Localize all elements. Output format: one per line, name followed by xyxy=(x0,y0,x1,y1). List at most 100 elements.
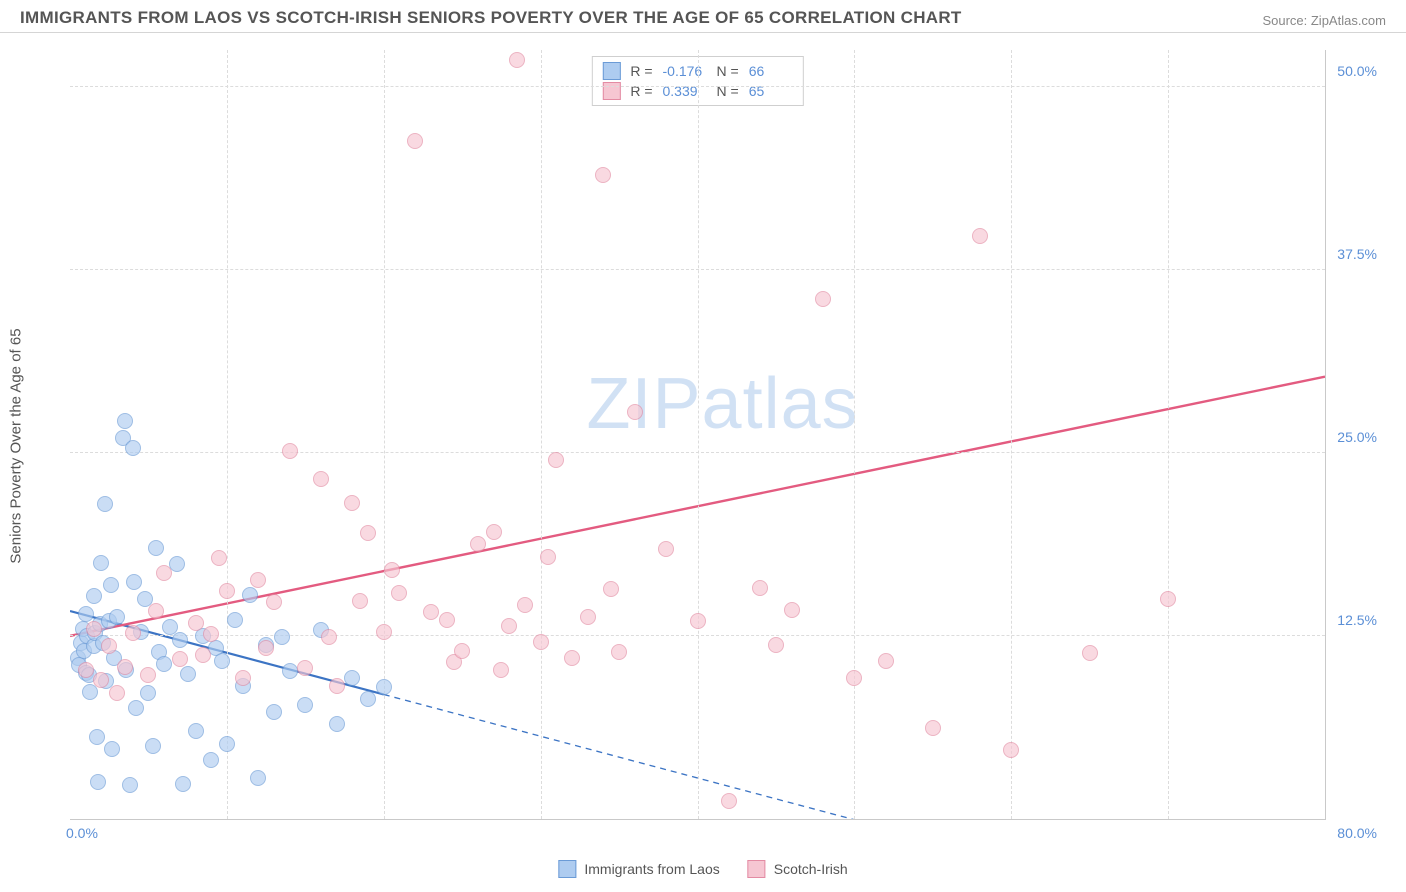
scatter-point xyxy=(89,729,105,745)
scatter-point xyxy=(344,495,360,511)
scatter-point xyxy=(126,574,142,590)
scatter-point xyxy=(407,133,423,149)
scatter-point xyxy=(1003,742,1019,758)
scatter-point xyxy=(180,666,196,682)
scatter-point xyxy=(103,577,119,593)
source-attribution: Source: ZipAtlas.com xyxy=(1262,13,1386,28)
x-tick-label: 0.0% xyxy=(66,825,98,841)
gridline-v xyxy=(1168,50,1169,819)
watermark-part2: atlas xyxy=(702,364,859,444)
scatter-point xyxy=(423,604,439,620)
y-tick-label: 37.5% xyxy=(1337,246,1377,262)
scatter-point xyxy=(297,660,313,676)
y-tick-label: 50.0% xyxy=(1337,63,1377,79)
x-tick-label: 80.0% xyxy=(1337,825,1377,841)
watermark-part1: ZIP xyxy=(587,364,702,444)
scatter-point xyxy=(439,612,455,628)
scatter-point xyxy=(548,452,564,468)
scatter-point xyxy=(148,603,164,619)
scatter-point xyxy=(125,625,141,641)
scatter-point xyxy=(517,597,533,613)
watermark: ZIPatlas xyxy=(587,363,859,445)
gridline-v xyxy=(384,50,385,819)
scatter-point xyxy=(195,647,211,663)
scatter-point xyxy=(90,774,106,790)
scatter-point xyxy=(1160,591,1176,607)
plot-region: ZIPatlas R =-0.176N =66R =0.339N =65 12.… xyxy=(70,50,1326,820)
scatter-point xyxy=(486,524,502,540)
legend-item: Immigrants from Laos xyxy=(558,860,719,878)
scatter-point xyxy=(329,678,345,694)
scatter-point xyxy=(86,621,102,637)
scatter-point xyxy=(509,52,525,68)
scatter-point xyxy=(172,651,188,667)
scatter-point xyxy=(109,609,125,625)
scatter-point xyxy=(501,618,517,634)
scatter-point xyxy=(172,632,188,648)
scatter-point xyxy=(86,588,102,604)
scatter-point xyxy=(540,549,556,565)
scatter-point xyxy=(78,606,94,622)
scatter-point xyxy=(603,581,619,597)
scatter-point xyxy=(360,525,376,541)
scatter-point xyxy=(250,770,266,786)
scatter-point xyxy=(493,662,509,678)
scatter-point xyxy=(564,650,580,666)
scatter-point xyxy=(658,541,674,557)
scatter-point xyxy=(282,443,298,459)
source-name: ZipAtlas.com xyxy=(1311,13,1386,28)
scatter-point xyxy=(140,685,156,701)
scatter-point xyxy=(175,776,191,792)
legend-r-value: -0.176 xyxy=(663,63,707,79)
scatter-point xyxy=(274,629,290,645)
scatter-point xyxy=(815,291,831,307)
scatter-point xyxy=(214,653,230,669)
legend-n-label: N = xyxy=(717,63,739,79)
scatter-point xyxy=(925,720,941,736)
legend-series-name: Immigrants from Laos xyxy=(584,861,719,877)
scatter-point xyxy=(878,653,894,669)
scatter-point xyxy=(97,496,113,512)
scatter-point xyxy=(690,613,706,629)
scatter-point xyxy=(203,752,219,768)
scatter-point xyxy=(352,593,368,609)
series-legend: Immigrants from Laos Scotch-Irish xyxy=(558,860,847,878)
scatter-point xyxy=(784,602,800,618)
scatter-point xyxy=(93,672,109,688)
scatter-point xyxy=(627,404,643,420)
scatter-point xyxy=(972,228,988,244)
scatter-point xyxy=(1082,645,1098,661)
legend-item: Scotch-Irish xyxy=(748,860,848,878)
scatter-point xyxy=(360,691,376,707)
scatter-point xyxy=(533,634,549,650)
scatter-point xyxy=(101,638,117,654)
scatter-point xyxy=(721,793,737,809)
scatter-point xyxy=(266,704,282,720)
scatter-point xyxy=(376,624,392,640)
scatter-point xyxy=(156,656,172,672)
legend-swatch xyxy=(558,860,576,878)
scatter-point xyxy=(203,626,219,642)
legend-series-name: Scotch-Irish xyxy=(774,861,848,877)
scatter-point xyxy=(768,637,784,653)
scatter-point xyxy=(227,612,243,628)
chart-header: IMMIGRANTS FROM LAOS VS SCOTCH-IRISH SEN… xyxy=(0,0,1406,33)
scatter-point xyxy=(313,471,329,487)
scatter-point xyxy=(470,536,486,552)
legend-swatch xyxy=(748,860,766,878)
legend-n-value: 66 xyxy=(749,63,793,79)
scatter-point xyxy=(109,685,125,701)
scatter-point xyxy=(297,697,313,713)
scatter-point xyxy=(235,670,251,686)
scatter-point xyxy=(376,679,392,695)
gridline-v xyxy=(1011,50,1012,819)
scatter-point xyxy=(611,644,627,660)
scatter-point xyxy=(188,723,204,739)
scatter-point xyxy=(242,587,258,603)
scatter-point xyxy=(122,777,138,793)
scatter-point xyxy=(148,540,164,556)
y-tick-label: 25.0% xyxy=(1337,429,1377,445)
scatter-point xyxy=(752,580,768,596)
scatter-point xyxy=(156,565,172,581)
legend-r-label: R = xyxy=(630,63,652,79)
